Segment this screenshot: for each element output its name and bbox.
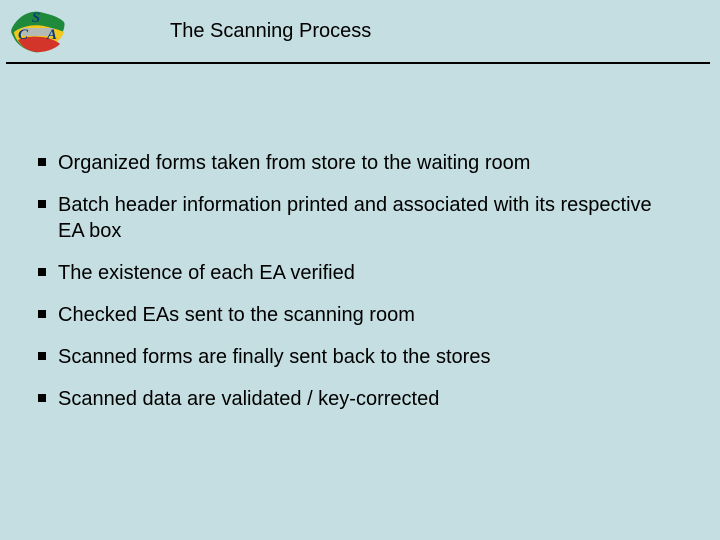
- list-item: The existence of each EA verified: [34, 260, 680, 286]
- logo-letter-c: C: [18, 27, 29, 43]
- list-item: Scanned data are validated / key-correct…: [34, 386, 680, 412]
- bullet-text: Scanned data are validated / key-correct…: [58, 386, 680, 412]
- list-item: Scanned forms are finally sent back to t…: [34, 344, 680, 370]
- bullet-text: Scanned forms are finally sent back to t…: [58, 344, 680, 370]
- bullet-text: The existence of each EA verified: [58, 260, 680, 286]
- bullet-text: Checked EAs sent to the scanning room: [58, 302, 680, 328]
- ethiopia-csa-logo-icon: S C A: [8, 6, 68, 56]
- bullet-list: Organized forms taken from store to the …: [34, 150, 680, 412]
- bullet-text: Organized forms taken from store to the …: [58, 150, 680, 176]
- slide-header: S C A The Scanning Process: [0, 0, 720, 66]
- header-divider: [6, 62, 710, 64]
- list-item: Batch header information printed and ass…: [34, 192, 680, 244]
- list-item: Checked EAs sent to the scanning room: [34, 302, 680, 328]
- slide-title: The Scanning Process: [170, 20, 371, 43]
- logo-letter-s: S: [32, 10, 40, 26]
- logo-letter-a: A: [46, 27, 57, 43]
- slide: S C A The Scanning Process Organized for…: [0, 0, 720, 540]
- list-item: Organized forms taken from store to the …: [34, 150, 680, 176]
- slide-body: Organized forms taken from store to the …: [34, 150, 680, 428]
- bullet-text: Batch header information printed and ass…: [58, 192, 680, 244]
